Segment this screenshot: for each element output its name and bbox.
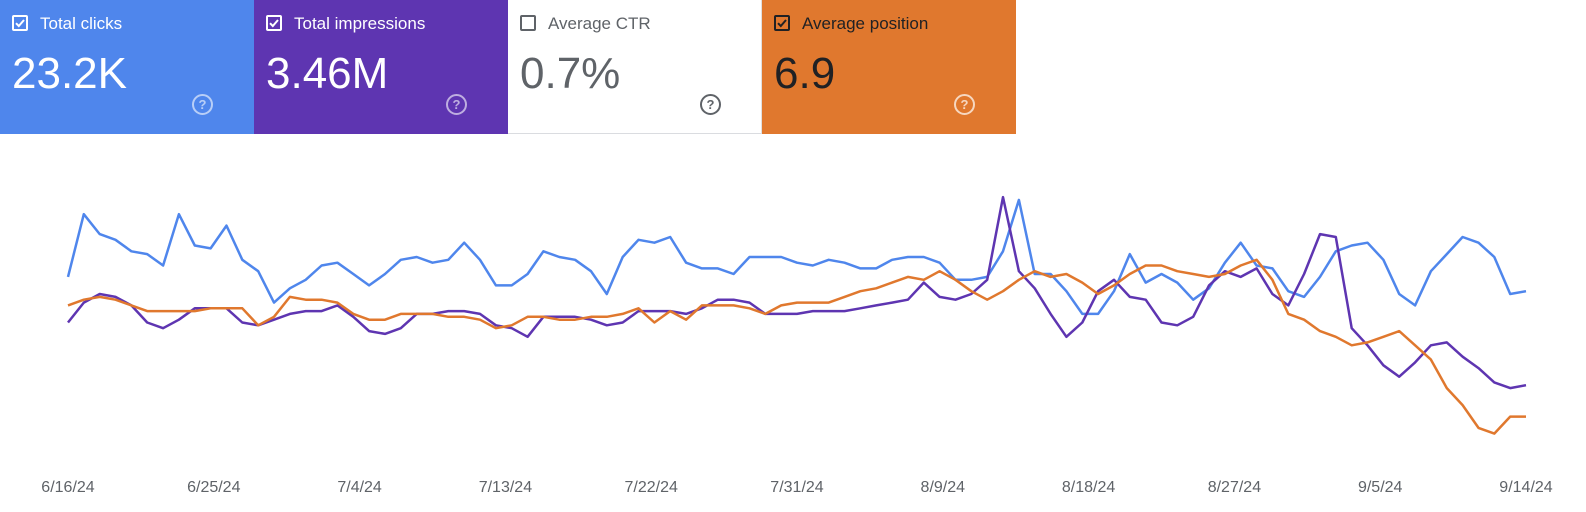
help-icon[interactable]: ?: [446, 94, 467, 115]
x-tick-label: 6/16/24: [41, 479, 94, 496]
metric-value: 3.46M: [266, 49, 389, 98]
average-position-card[interactable]: Average position 6.9 ?: [762, 0, 1016, 134]
total-clicks-card[interactable]: Total clicks 23.2K ?: [0, 0, 254, 134]
help-icon[interactable]: ?: [954, 94, 975, 115]
chart-series-lines: [66, 195, 1527, 435]
help-icon[interactable]: ?: [700, 94, 721, 115]
x-tick-label: 6/25/24: [187, 479, 240, 496]
x-tick-label: 7/31/24: [770, 479, 823, 496]
total-impressions-card[interactable]: Total impressions 3.46M ?: [254, 0, 508, 134]
checkbox-checked-icon[interactable]: [266, 15, 282, 31]
metric-label: Average position: [802, 14, 929, 33]
x-tick-label: 8/18/24: [1062, 479, 1115, 496]
x-tick-label: 7/22/24: [625, 479, 678, 496]
metric-value: 0.7%: [520, 49, 621, 98]
metric-label: Average CTR: [548, 14, 651, 33]
checkbox-checked-icon[interactable]: [774, 15, 790, 31]
x-tick-label: 8/9/24: [921, 479, 966, 496]
checkbox-unchecked-icon[interactable]: [520, 15, 536, 31]
metric-value: 23.2K: [12, 49, 127, 98]
x-tick-label: 9/5/24: [1358, 479, 1403, 496]
x-tick-label: 9/14/24: [1499, 479, 1552, 496]
series-line-total-clicks: [66, 198, 1527, 316]
series-line-average-position: [67, 258, 1526, 435]
x-tick-label: 7/13/24: [479, 479, 532, 496]
x-axis-tick-labels: 6/16/24 6/25/24 7/4/24 7/13/24 7/22/24 7/31/2…: [41, 479, 1552, 496]
x-tick-label: 8/27/24: [1208, 479, 1261, 496]
metric-value: 6.9: [774, 49, 836, 98]
performance-line-chart[interactable]: 6/16/24 6/25/24 7/4/24 7/13/24 7/22/24 7/31/2…: [0, 140, 1586, 512]
metric-label: Total impressions: [294, 14, 426, 33]
x-tick-label: 7/4/24: [337, 479, 382, 496]
checkbox-checked-icon[interactable]: [12, 15, 28, 31]
metric-cards: Total clicks 23.2K ? Total impressions 3…: [0, 0, 1016, 134]
average-ctr-card[interactable]: Average CTR 0.7% ?: [508, 0, 762, 134]
help-icon[interactable]: ?: [192, 94, 213, 115]
metric-label: Total clicks: [40, 14, 123, 33]
